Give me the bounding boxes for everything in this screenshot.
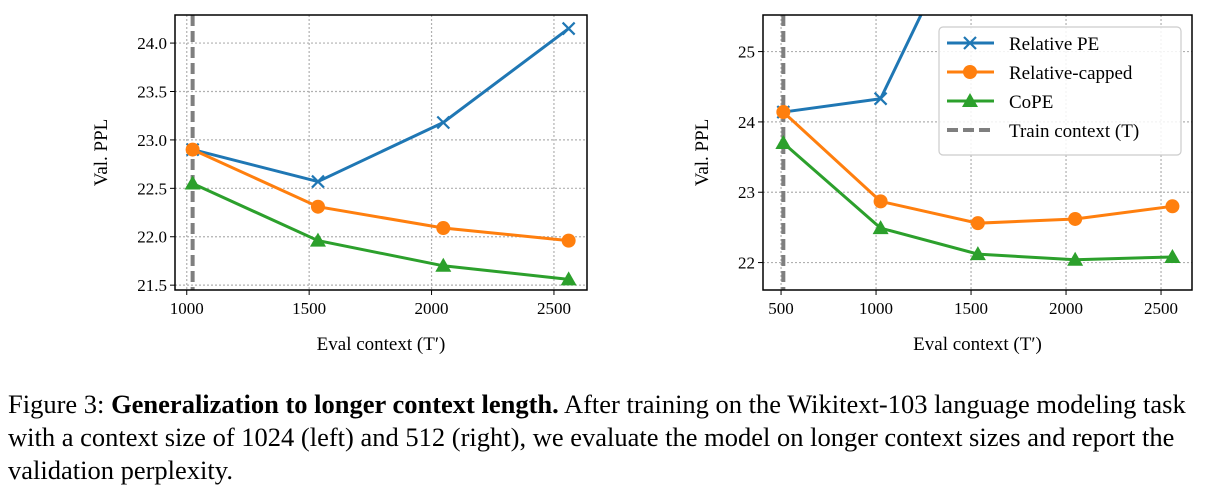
marker-circle [970, 216, 985, 231]
axes-frame [174, 14, 588, 291]
legend-label: CoPE [1009, 92, 1053, 113]
legend-frame [938, 26, 1182, 156]
marker-triangle [309, 232, 326, 247]
marker-circle [185, 142, 200, 157]
x-tick-label: 1500 [954, 299, 988, 318]
legend-label: Train context (T) [1009, 121, 1139, 142]
y-axis-label: Val. PPL [692, 119, 713, 187]
x-tick-label: 1000 [170, 299, 204, 318]
legend-label: Relative-capped [1009, 63, 1133, 84]
series-line-cope [782, 141, 1173, 262]
marker-triangle [1067, 251, 1084, 266]
marker-x [873, 91, 888, 106]
y-tick-label: 23.0 [137, 131, 167, 150]
x-tick-label: 500 [768, 299, 794, 318]
x-axis-label: Eval context (T′) [913, 334, 1042, 355]
y-tick-label: 25 [738, 43, 755, 62]
marker-circle [436, 221, 451, 236]
caption-title: Generalization to longer context length. [111, 389, 559, 419]
x-tick-label: 2500 [537, 299, 571, 318]
marker-circle [561, 233, 576, 248]
y-tick-label: 21.5 [137, 276, 167, 295]
marker-x [311, 174, 325, 189]
marker-triangle [1164, 248, 1181, 263]
series-line-cope [192, 182, 569, 281]
y-tick-label: 22.5 [137, 179, 167, 198]
x-tick-label: 2000 [415, 299, 449, 318]
marker-x [963, 36, 977, 50]
y-tick-label: 23 [738, 183, 755, 202]
caption-text: After training on the Wikitext-103 langu… [8, 389, 1186, 485]
y-axis-label: Val. PPL [91, 119, 112, 187]
marker-triangle [184, 175, 201, 190]
series-line-relative-capped [192, 148, 569, 243]
legend: Relative PE Relative-capped CoPE Train cont… [938, 26, 1182, 156]
plot-area [184, 21, 577, 286]
figure: 1000 1500 2000 2500 21.5 22.0 22.5 23.0 23.5 24.0… [91, 14, 1193, 355]
caption-label: Figure 3: [8, 389, 105, 419]
marker-triangle [872, 220, 889, 235]
x-tick-label: 2000 [1049, 299, 1083, 318]
plot-area [775, 15, 1181, 266]
x-tick-label: 1000 [859, 299, 893, 318]
legend-label: Relative PE [1009, 34, 1099, 55]
marker-triangle [775, 135, 792, 150]
marker-triangle [435, 257, 452, 272]
chart-left: 1000 1500 2000 2500 21.5 22.0 22.5 23.0 23.5 24.0… [91, 14, 588, 355]
marker-circle [963, 65, 977, 79]
series-line-relative-pe [192, 27, 570, 184]
marker-triangle [962, 93, 978, 107]
marker-triangle [969, 246, 986, 261]
marker-circle [873, 194, 888, 209]
marker-triangle [560, 271, 577, 286]
y-tick-label: 23.5 [137, 82, 167, 101]
figure-caption: Figure 3: Generalization to longer conte… [8, 388, 1218, 487]
x-tick-label: 1500 [292, 299, 326, 318]
marker-circle [1165, 199, 1180, 214]
marker-circle [310, 199, 325, 214]
marker-x [436, 115, 451, 130]
chart-right: 500 1000 1500 2000 2500 22 23 24 25 Eval context … [692, 14, 1193, 355]
marker-x [561, 21, 576, 36]
x-axis-label: Eval context (T′) [317, 334, 446, 355]
marker-circle [1068, 211, 1083, 226]
y-tick-label: 22.0 [137, 228, 167, 247]
x-tick-label: 2500 [1144, 299, 1178, 318]
marker-circle [776, 105, 791, 120]
y-tick-label: 24 [738, 113, 756, 132]
y-tick-label: 22 [738, 254, 755, 273]
axes-frame [762, 14, 1193, 291]
y-tick-label: 24.0 [137, 34, 167, 53]
